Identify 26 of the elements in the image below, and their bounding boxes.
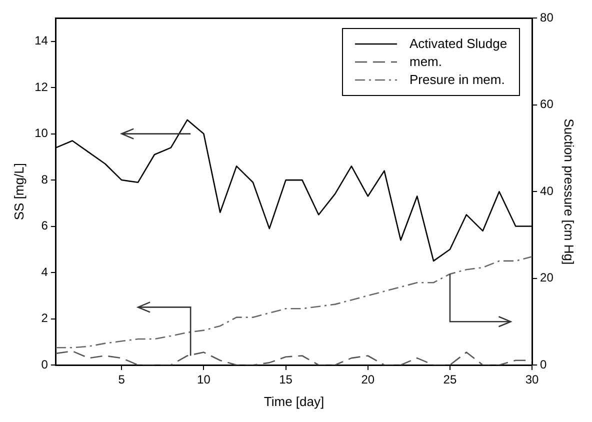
x-tick-label: 30: [525, 372, 540, 387]
y2-tick-label: 60: [540, 97, 554, 112]
y-tick-label: 10: [34, 126, 48, 140]
y2-tick-label: 20: [540, 270, 554, 285]
y-tick-label: 6: [41, 218, 48, 233]
x-tick-label: 10: [197, 372, 211, 387]
y-tick-label: 2: [41, 311, 48, 326]
y-tick-label: 14: [34, 34, 48, 48]
y2-axis-title: Suction pressure [cm Hg]: [562, 118, 577, 265]
legend-label: Activated Sludge: [409, 35, 508, 54]
y-tick-label: 8: [41, 172, 48, 186]
legend-label: mem.: [409, 53, 442, 72]
x-tick-label: 15: [279, 372, 293, 387]
y-tick-label: 12: [34, 80, 48, 94]
y-axis-title: SS [mg/L]: [11, 163, 26, 220]
y2-tick-label: 80: [540, 10, 554, 25]
y-tick-label: 4: [41, 264, 48, 279]
x-tick-label: 5: [118, 372, 126, 387]
y-tick-label: 0: [41, 357, 48, 372]
y2-tick-label: 40: [540, 184, 554, 198]
legend-label: Presure in mem.: [409, 71, 505, 90]
line-series: [56, 256, 532, 348]
x-tick-label: 20: [361, 372, 375, 387]
x-tick-label: 25: [443, 372, 457, 387]
y2-tick-label: 0: [540, 357, 548, 372]
x-axis-title: Time [day]: [264, 394, 324, 409]
